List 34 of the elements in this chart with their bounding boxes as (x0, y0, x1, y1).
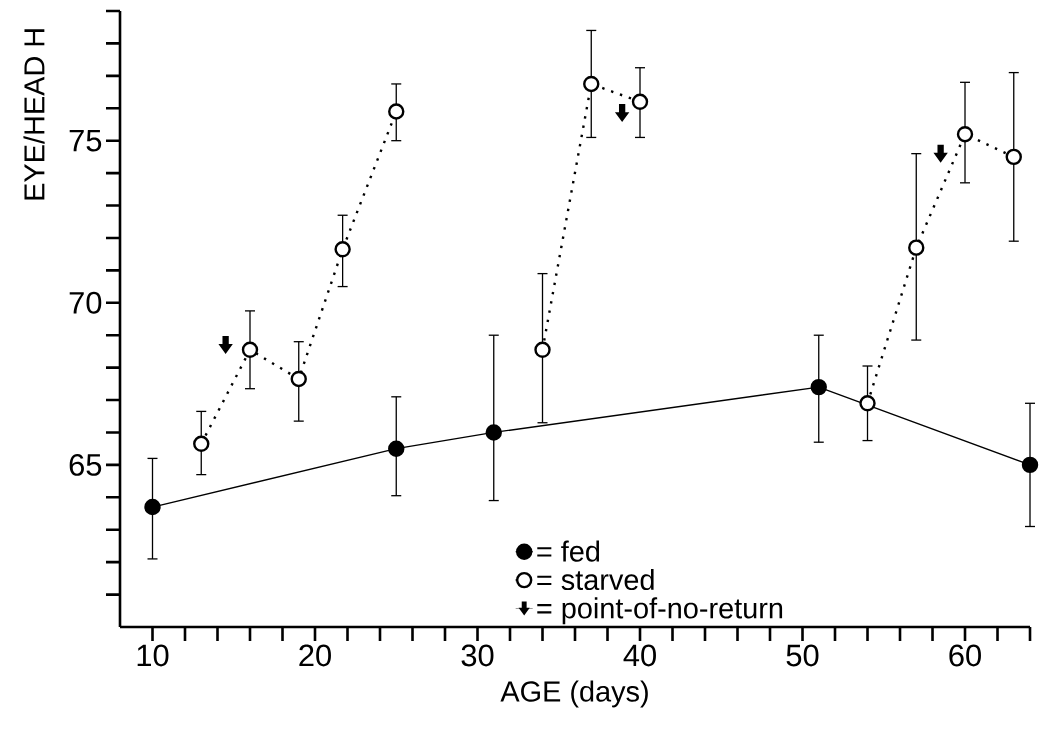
y-axis-title: EYE/HEAD H (23, 29, 45, 200)
x-axis-title: AGE (days) (500, 680, 648, 708)
x-tick-label: 20 (299, 644, 331, 667)
point (956, 126, 974, 143)
x-tick-label: 50 (786, 644, 819, 667)
x-tick-label: 10 (137, 644, 169, 667)
legend-label: = starved (537, 568, 654, 591)
point (193, 435, 210, 453)
point (933, 144, 948, 163)
point (485, 424, 502, 441)
point (810, 378, 827, 396)
point (388, 440, 405, 457)
point (241, 341, 259, 358)
point (1005, 148, 1022, 166)
x-tick-label: 60 (949, 644, 981, 667)
point (290, 370, 307, 388)
point (144, 498, 161, 516)
y-tick-label: 65 (69, 453, 102, 476)
point (908, 239, 925, 256)
point (631, 93, 649, 110)
point (859, 395, 876, 412)
y-tick-label: 70 (69, 291, 102, 314)
legend-label: = fed (537, 540, 600, 562)
point (1021, 456, 1039, 474)
point (218, 335, 233, 354)
y-tick-label: 75 (69, 129, 102, 152)
point (534, 341, 551, 358)
x-tick-label: 30 (461, 644, 494, 667)
point (583, 75, 600, 93)
point (388, 103, 405, 120)
legend-label: = point-of-no-return (537, 597, 783, 625)
x-tick-label: 40 (623, 644, 656, 667)
point (614, 104, 630, 123)
point (334, 241, 351, 258)
